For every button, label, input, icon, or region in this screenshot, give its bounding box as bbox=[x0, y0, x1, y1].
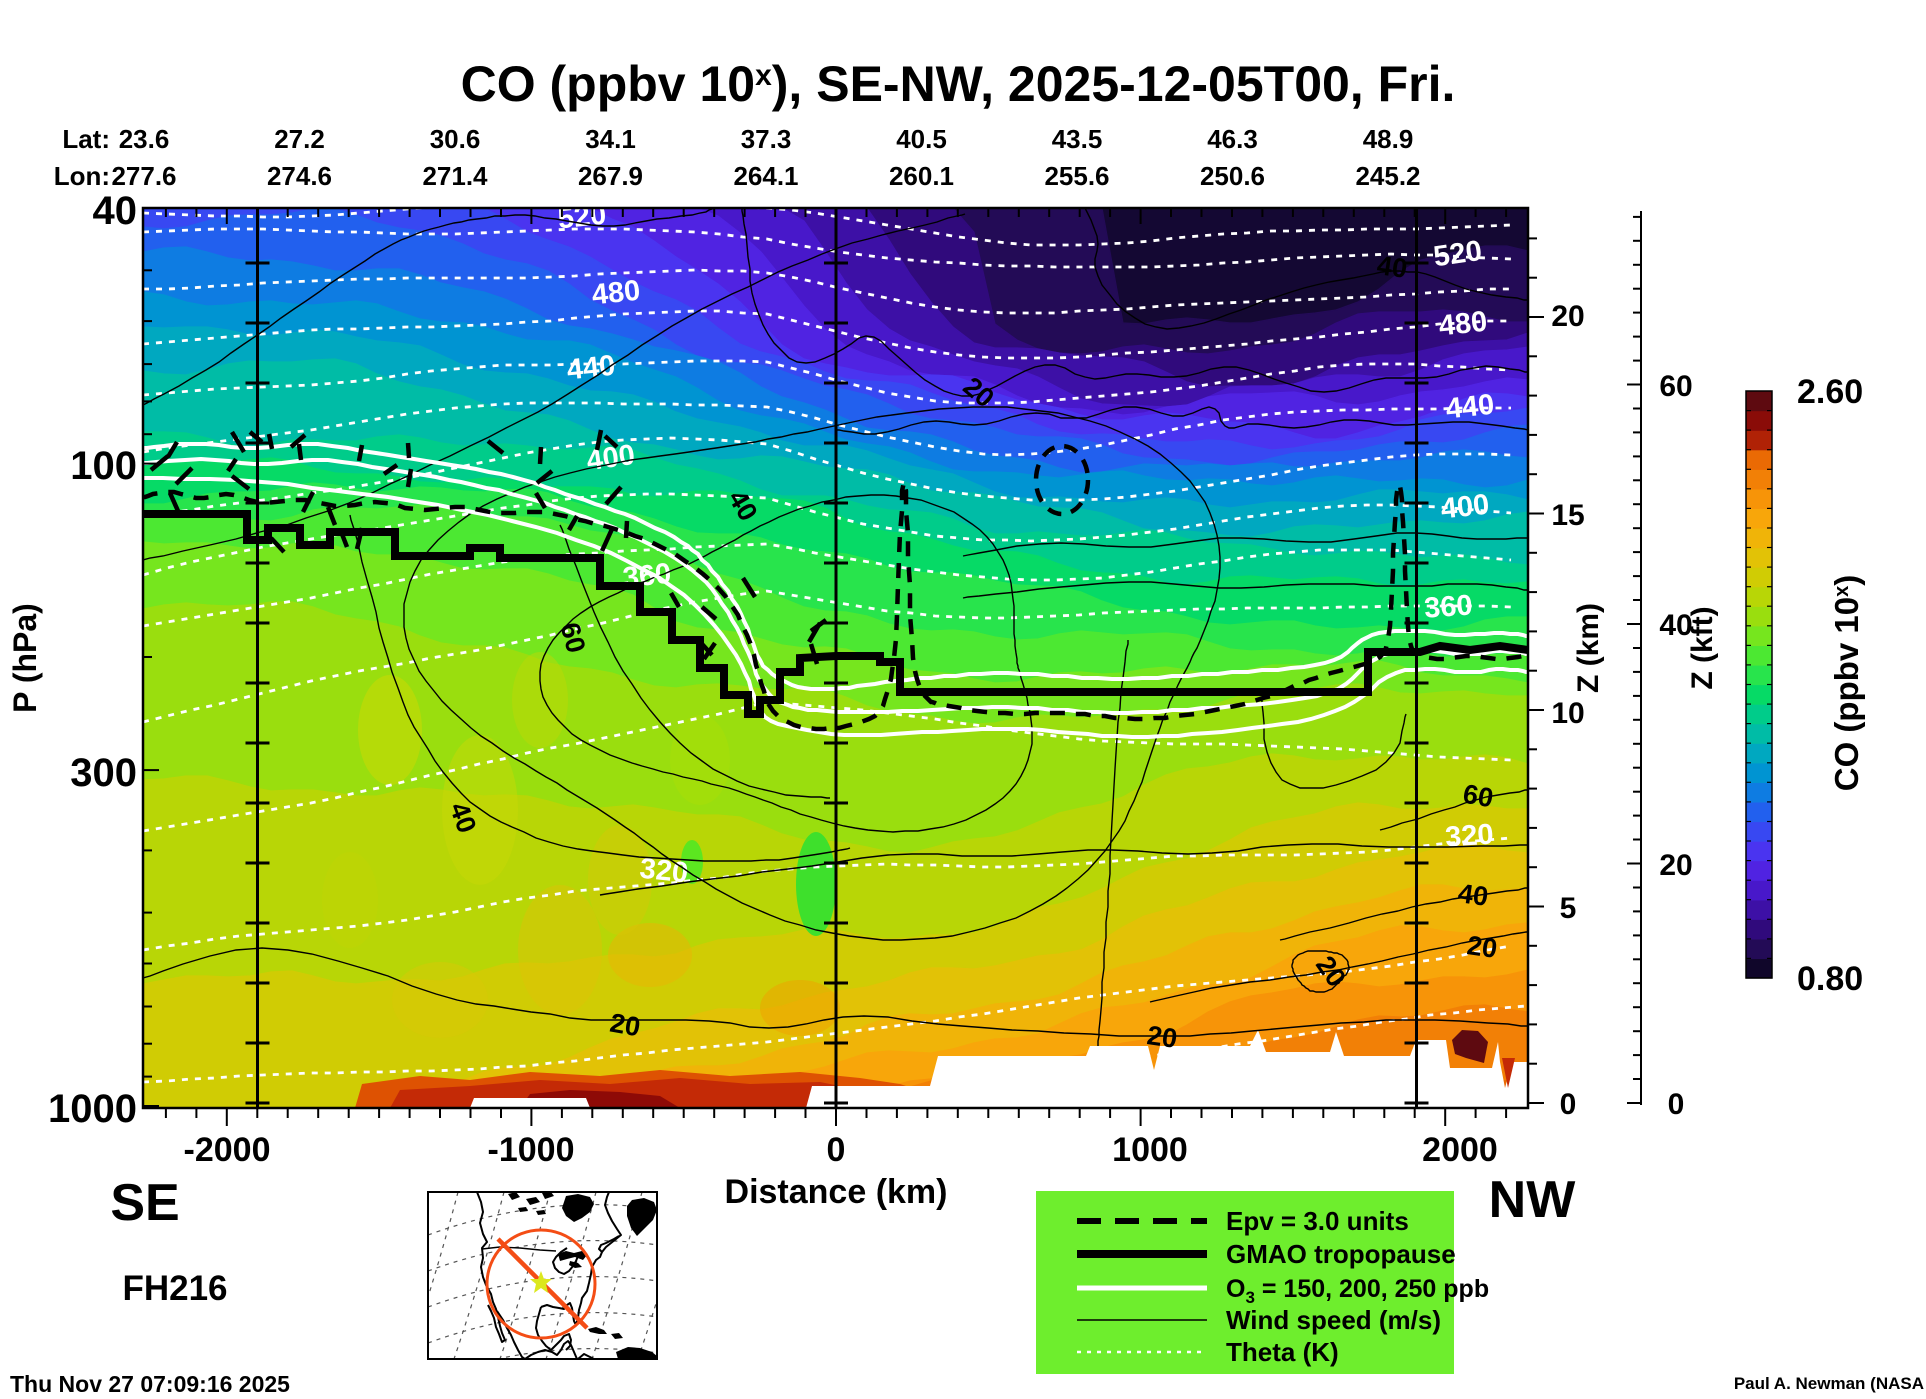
svg-text:0: 0 bbox=[1560, 1088, 1577, 1121]
svg-text:43.5: 43.5 bbox=[1052, 124, 1103, 154]
svg-text:27.2: 27.2 bbox=[274, 124, 325, 154]
svg-text:40: 40 bbox=[1659, 609, 1692, 642]
svg-text:23.6: 23.6 bbox=[119, 124, 170, 154]
svg-text:1000: 1000 bbox=[1112, 1131, 1188, 1169]
svg-text:520: 520 bbox=[556, 199, 607, 236]
svg-text:20: 20 bbox=[608, 1008, 643, 1043]
svg-text:2000: 2000 bbox=[1422, 1131, 1498, 1169]
svg-text:Lon:: Lon: bbox=[54, 161, 110, 191]
svg-text:Z (kft): Z (kft) bbox=[1686, 606, 1719, 689]
svg-text:440: 440 bbox=[1444, 389, 1495, 426]
svg-text:Paul A. Newman (NASA: Paul A. Newman (NASA bbox=[1734, 1374, 1924, 1393]
svg-text:Theta (K): Theta (K) bbox=[1226, 1337, 1339, 1367]
svg-text:-2000: -2000 bbox=[184, 1131, 271, 1169]
svg-text:Distance (km): Distance (km) bbox=[725, 1173, 948, 1211]
svg-text:CO (ppbv 10x): CO (ppbv 10x) bbox=[1828, 575, 1865, 791]
svg-text:Wind speed (m/s): Wind speed (m/s) bbox=[1226, 1305, 1441, 1335]
svg-text:1000: 1000 bbox=[48, 1087, 137, 1131]
svg-text:400: 400 bbox=[1439, 489, 1490, 526]
svg-text:34.1: 34.1 bbox=[585, 124, 636, 154]
svg-text:P (hPa): P (hPa) bbox=[7, 603, 43, 713]
svg-text:520: 520 bbox=[1432, 235, 1484, 273]
svg-text:5: 5 bbox=[1560, 892, 1577, 925]
svg-text:30.6: 30.6 bbox=[430, 124, 481, 154]
svg-text:100: 100 bbox=[70, 444, 137, 488]
svg-text:300: 300 bbox=[70, 751, 137, 795]
svg-text:40: 40 bbox=[93, 189, 138, 233]
svg-text:255.6: 255.6 bbox=[1044, 161, 1109, 191]
svg-text:20: 20 bbox=[1465, 930, 1499, 964]
svg-text:0: 0 bbox=[1668, 1088, 1685, 1121]
svg-text:400: 400 bbox=[585, 439, 637, 477]
svg-text:320: 320 bbox=[1444, 818, 1495, 853]
svg-text:0.80: 0.80 bbox=[1797, 960, 1863, 998]
svg-text:440: 440 bbox=[565, 350, 616, 387]
svg-text:40: 40 bbox=[1375, 250, 1409, 284]
svg-text:260.1: 260.1 bbox=[889, 161, 954, 191]
svg-text:NW: NW bbox=[1489, 1171, 1577, 1229]
svg-text:360: 360 bbox=[1423, 589, 1474, 624]
svg-text:274.6: 274.6 bbox=[267, 161, 332, 191]
svg-text:60: 60 bbox=[1461, 779, 1496, 814]
svg-text:Lat:: Lat: bbox=[62, 124, 110, 154]
svg-text:20: 20 bbox=[1551, 300, 1584, 333]
svg-text:SE: SE bbox=[110, 1174, 179, 1232]
svg-text:40: 40 bbox=[1456, 878, 1490, 912]
svg-text:Thu Nov 27 07:09:16 2025: Thu Nov 27 07:09:16 2025 bbox=[10, 1371, 290, 1394]
svg-text:46.3: 46.3 bbox=[1207, 124, 1258, 154]
svg-text:37.3: 37.3 bbox=[741, 124, 792, 154]
svg-text:-1000: -1000 bbox=[488, 1131, 575, 1169]
svg-text:2.60: 2.60 bbox=[1797, 373, 1863, 411]
svg-text:264.1: 264.1 bbox=[733, 161, 798, 191]
svg-text:Z (km): Z (km) bbox=[1572, 603, 1605, 693]
svg-text:20: 20 bbox=[1145, 1020, 1179, 1054]
svg-text:60: 60 bbox=[1659, 370, 1692, 403]
svg-text:245.2: 245.2 bbox=[1355, 161, 1420, 191]
svg-text:40.5: 40.5 bbox=[896, 124, 947, 154]
svg-text:O3 = 150, 200, 250 ppb: O3 = 150, 200, 250 ppb bbox=[1226, 1275, 1489, 1307]
svg-text:480: 480 bbox=[590, 275, 641, 312]
svg-text:FH216: FH216 bbox=[122, 1269, 227, 1308]
svg-text:48.9: 48.9 bbox=[1363, 124, 1414, 154]
svg-text:CO (ppbv 10x), SE-NW, 2025-12-: CO (ppbv 10x), SE-NW, 2025-12-05T00, Fri… bbox=[461, 56, 1456, 112]
svg-text:20: 20 bbox=[1659, 849, 1692, 882]
svg-text:GMAO tropopause: GMAO tropopause bbox=[1226, 1239, 1456, 1269]
svg-text:0: 0 bbox=[827, 1131, 846, 1169]
svg-text:15: 15 bbox=[1551, 499, 1584, 532]
svg-text:277.6: 277.6 bbox=[111, 161, 176, 191]
svg-text:480: 480 bbox=[1437, 306, 1488, 343]
svg-text:250.6: 250.6 bbox=[1200, 161, 1265, 191]
svg-text:271.4: 271.4 bbox=[422, 161, 488, 191]
svg-text:Epv = 3.0 units: Epv = 3.0 units bbox=[1226, 1206, 1409, 1236]
svg-text:267.9: 267.9 bbox=[578, 161, 643, 191]
svg-text:10: 10 bbox=[1551, 697, 1584, 730]
